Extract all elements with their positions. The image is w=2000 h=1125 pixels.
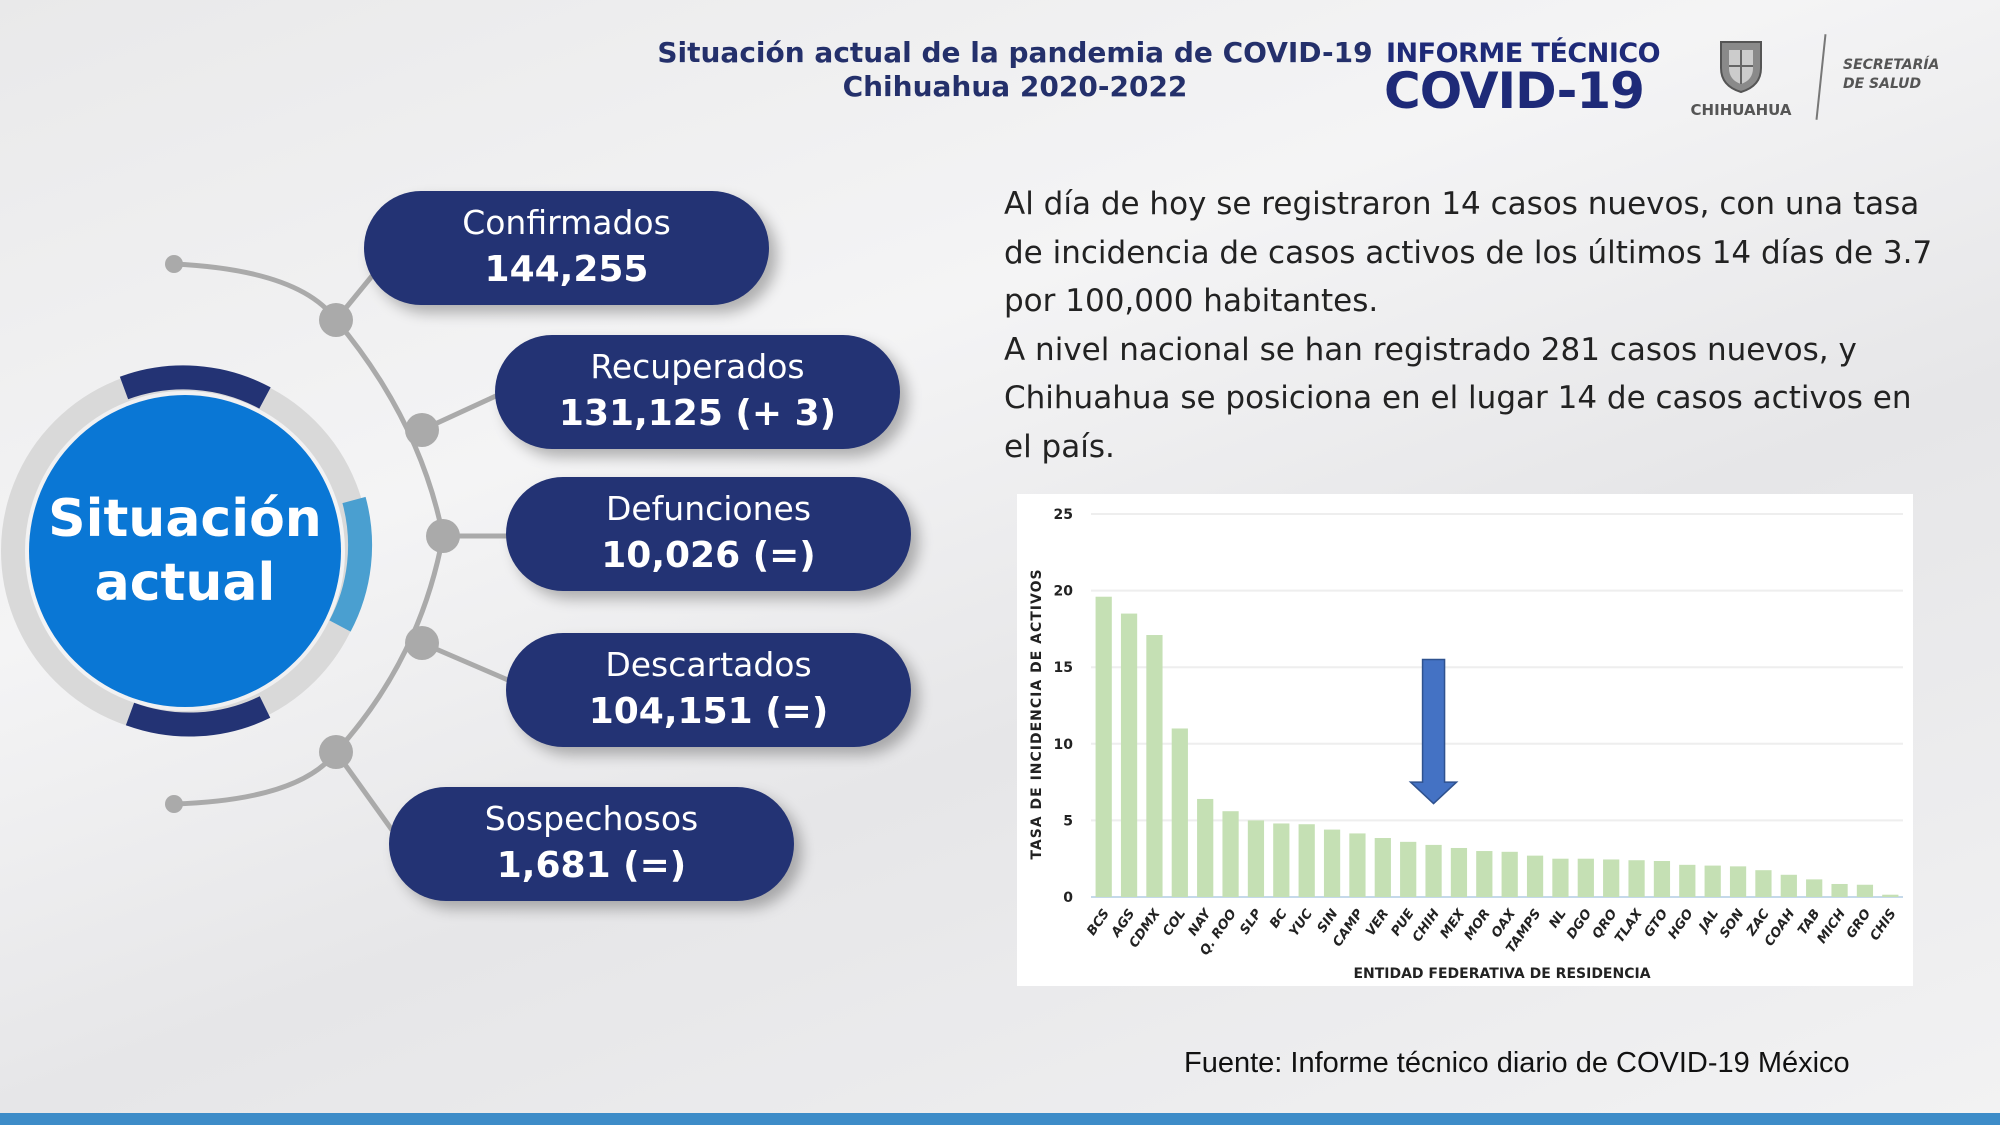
bar-dgo <box>1577 858 1594 897</box>
stat-descartados: Descartados 104,151 (=) <box>506 633 911 747</box>
situacion-actual-circle: Situación actual <box>29 395 341 707</box>
y-tick-label: 0 <box>1063 890 1073 906</box>
bar-sin <box>1323 829 1341 897</box>
highlight-arrow-icon <box>1408 658 1459 805</box>
informe-tecnico-label: INFORME TÉCNICO <box>1386 38 1661 69</box>
x-tick-label: DGO <box>1564 907 1595 942</box>
summary-paragraph-2: A nivel nacional se han registrado 281 c… <box>1004 331 1912 465</box>
bar-ags <box>1120 613 1138 897</box>
stat-confirmados: Confirmados 144,255 <box>364 191 769 305</box>
bar-oax <box>1501 851 1518 897</box>
bar-slp <box>1247 820 1265 897</box>
bar-col <box>1171 728 1188 897</box>
bar-coah <box>1780 874 1797 897</box>
x-tick-label: MOR <box>1462 907 1494 943</box>
chart-card: 0 5 10 15 20 25 BCS AGS CDMX COL NAY Q. ROO SLP BC YUC… <box>1017 494 1913 986</box>
x-tick-label: CHIH <box>1410 907 1443 945</box>
y-axis-title: TASA DE INCIDENCIA DE ACTIVOS <box>1029 568 1045 859</box>
bar-qro <box>1603 859 1620 897</box>
y-tick-label: 25 <box>1054 507 1073 523</box>
bar-tab <box>1806 879 1823 897</box>
bar-hgo <box>1679 864 1696 897</box>
x-tick-label: VER <box>1363 907 1392 939</box>
x-tick-label: SLP <box>1237 906 1265 937</box>
title-line1: Situación actual de la pandemia de COVID… <box>657 36 1373 69</box>
secretaria-line1: SECRETARÍA <box>1843 57 1940 73</box>
stat-sospechosos: Sospechosos 1,681 (=) <box>389 787 794 901</box>
bar-mex <box>1450 847 1468 897</box>
x-tick-label: SON <box>1717 907 1747 941</box>
x-axis-title: ENTIDAD FEDERATIVA DE RESIDENCIA <box>1353 966 1650 982</box>
stat-value: 104,151 (=) <box>588 691 829 732</box>
stat-defunciones: Defunciones 10,026 (=) <box>506 477 911 591</box>
x-tick-label: COL <box>1160 907 1189 939</box>
stat-label: Sospechosos <box>484 799 699 838</box>
chihuahua-label: CHIHUAHUA <box>1690 101 1792 119</box>
bar-mich <box>1831 883 1848 897</box>
y-tick-label: 15 <box>1054 660 1073 676</box>
bar-camp <box>1349 833 1366 897</box>
bar-mor <box>1476 851 1493 897</box>
stat-label: Defunciones <box>605 489 812 528</box>
y-tick-label: 20 <box>1054 584 1074 600</box>
bar-gto <box>1653 860 1671 897</box>
circle-line2: actual <box>94 553 276 613</box>
x-tick-label: BCS <box>1084 907 1113 939</box>
covid-19-logo: COVID-19 <box>1384 62 1645 120</box>
bar-chis <box>1882 894 1899 897</box>
footer-bar <box>0 1113 2000 1125</box>
bar-qroo <box>1222 811 1239 897</box>
circle-line1: Situación <box>48 489 322 549</box>
shield-icon <box>1720 41 1762 94</box>
page-title: Situación actual de la pandemia de COVID… <box>600 36 1430 104</box>
bar-bcs <box>1095 596 1112 897</box>
x-tick-label: HGO <box>1666 907 1697 942</box>
title-line2: Chihuahua 2020-2022 <box>842 70 1188 103</box>
bar-gro <box>1856 884 1874 897</box>
node-dot <box>319 303 353 337</box>
source-note: Fuente: Informe técnico diario de COVID-… <box>1184 1047 1850 1079</box>
x-tick-label: YUC <box>1287 906 1316 939</box>
connector-diagram <box>1 255 509 832</box>
x-tick-label: BC <box>1267 906 1291 931</box>
stat-value: 131,125 (+ 3) <box>558 393 837 434</box>
stat-value: 1,681 (=) <box>496 845 687 886</box>
secretaria-salud-logo: SECRETARÍA DE SALUD <box>1843 56 1939 94</box>
x-tick-label: TLAX <box>1612 906 1646 946</box>
y-tick-label: 5 <box>1063 813 1073 829</box>
bar-nl <box>1552 858 1569 897</box>
chihuahua-logo: CHIHUAHUA <box>1686 38 1796 119</box>
x-tick-label: CHIS <box>1867 907 1899 944</box>
bar-chih <box>1425 844 1442 897</box>
logo-divider <box>1815 34 1827 120</box>
x-tick-label: MICH <box>1815 907 1849 947</box>
bar-tamps <box>1526 855 1544 897</box>
x-tick-label: NL <box>1546 907 1569 931</box>
bar-jal <box>1704 865 1721 897</box>
bar-bc <box>1273 823 1290 897</box>
bar-nay <box>1197 798 1214 897</box>
y-tick-label: 10 <box>1054 737 1074 753</box>
summary-paragraph-1: Al día de hoy se registraron 14 casos nu… <box>1004 186 1933 319</box>
stat-label: Descartados <box>605 645 812 684</box>
bar-pue <box>1400 841 1417 897</box>
stat-recuperados: Recuperados 131,125 (+ 3) <box>495 335 900 449</box>
bar-son <box>1729 866 1747 897</box>
bar-tlax <box>1628 860 1645 897</box>
summary-text: Al día de hoy se registraron 14 casos nu… <box>1004 180 1934 471</box>
bar-yuc <box>1298 824 1315 897</box>
stat-value: 144,255 <box>484 249 649 290</box>
stat-label: Recuperados <box>590 347 805 386</box>
bar-zac <box>1755 870 1772 897</box>
bar-cdmx <box>1146 635 1163 897</box>
bar-ver <box>1374 838 1391 897</box>
stat-value: 10,026 (=) <box>601 535 816 576</box>
secretaria-line2: DE SALUD <box>1843 76 1922 92</box>
stat-label: Confirmados <box>462 203 671 242</box>
